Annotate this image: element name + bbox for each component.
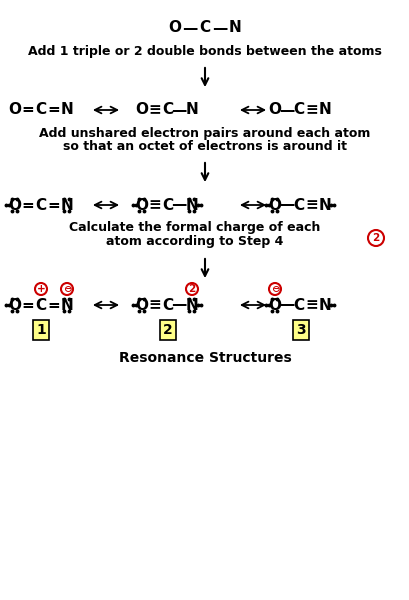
Text: N: N [61,298,73,313]
Text: N: N [61,103,73,118]
Text: —: — [212,20,227,35]
Text: =: = [22,197,34,212]
Text: C: C [199,20,210,35]
Text: so that an octet of electrons is around it: so that an octet of electrons is around … [63,139,346,152]
Text: ⊖: ⊖ [63,284,71,294]
Text: O: O [268,197,281,212]
Text: O: O [135,298,148,313]
Text: N: N [228,20,241,35]
Text: O: O [168,20,181,35]
Text: O: O [9,103,21,118]
Text: N: N [61,197,73,212]
Text: C: C [293,197,304,212]
Text: ⊖: ⊖ [270,284,279,294]
Text: =: = [47,298,60,313]
Text: =: = [47,103,60,118]
Text: O: O [135,197,148,212]
Text: ≡: ≡ [148,197,161,212]
Text: C: C [293,298,304,313]
Text: 1: 1 [36,323,46,337]
Text: C: C [162,103,173,118]
Text: C: C [162,197,173,212]
Text: ≡: ≡ [305,197,318,212]
Text: O: O [9,197,21,212]
Text: —: — [182,20,197,35]
Text: —: — [279,103,294,118]
Text: ≡: ≡ [148,103,161,118]
Text: ≡: ≡ [305,298,318,313]
Text: N: N [185,298,198,313]
Text: Add 1 triple or 2 double bonds between the atoms: Add 1 triple or 2 double bonds between t… [28,46,381,58]
Text: N: N [185,197,198,212]
Text: N: N [318,197,330,212]
Text: Add unshared electron pairs around each atom: Add unshared electron pairs around each … [39,127,370,139]
Text: N: N [185,103,198,118]
Text: =: = [47,197,60,212]
Text: Calculate the formal charge of each: Calculate the formal charge of each [69,221,320,235]
Text: C: C [293,103,304,118]
Text: O: O [135,103,148,118]
Text: O: O [268,298,281,313]
Text: ≡: ≡ [148,298,161,313]
Text: C: C [35,103,47,118]
Text: C: C [162,298,173,313]
Text: —: — [279,298,294,313]
Text: =: = [22,103,34,118]
Text: ≡: ≡ [305,103,318,118]
Text: =: = [22,298,34,313]
Text: 2: 2 [163,323,173,337]
Text: atom according to Step 4: atom according to Step 4 [106,235,283,247]
Text: 3: 3 [295,323,305,337]
Text: —: — [171,298,186,313]
Text: +: + [36,284,45,294]
Text: —: — [279,197,294,212]
Text: 2: 2 [188,284,195,294]
Text: Resonance Structures: Resonance Structures [118,351,291,365]
Text: C: C [35,298,47,313]
Text: O: O [268,103,281,118]
Text: C: C [35,197,47,212]
Text: N: N [318,103,330,118]
Text: —: — [171,103,186,118]
Text: N: N [318,298,330,313]
Text: O: O [9,298,21,313]
Text: —: — [171,197,186,212]
Text: 2: 2 [371,233,379,243]
